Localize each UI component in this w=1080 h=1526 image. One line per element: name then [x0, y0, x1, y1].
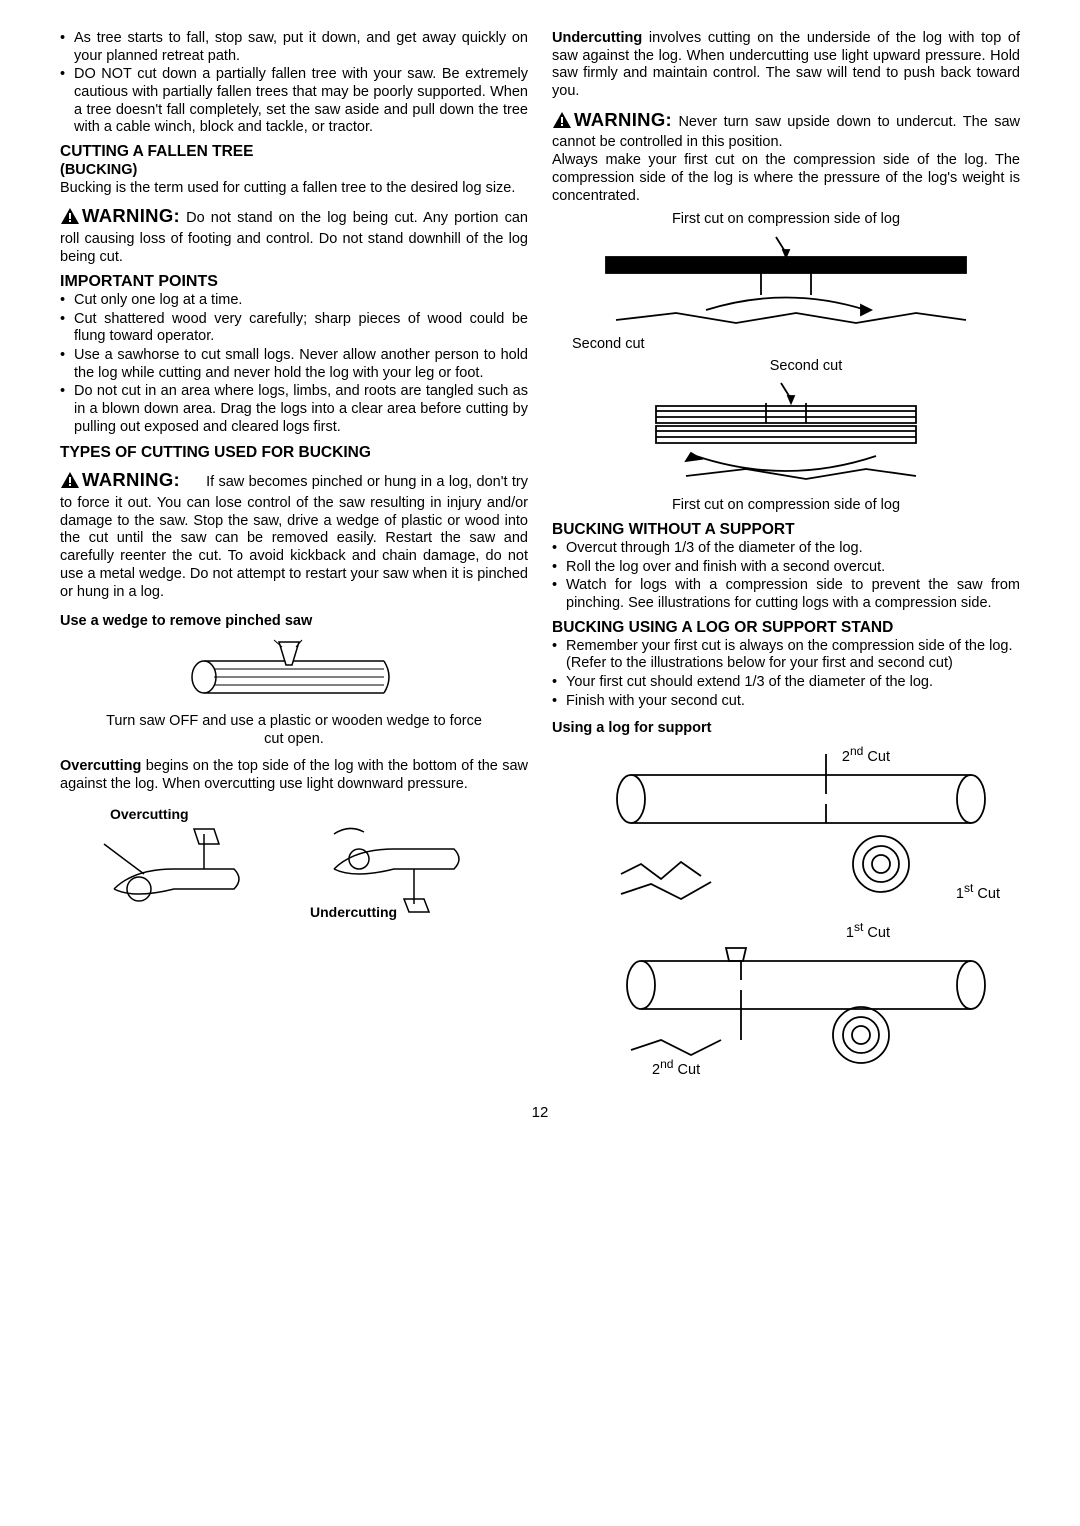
warning-do-not-stand: WARNING: Do not stand on the log being c… [60, 205, 528, 266]
label-overcutting: Overcutting [110, 806, 189, 823]
warning-label: WARNING: [82, 469, 180, 490]
undercutting-para: Undercutting involves cutting on the und… [552, 30, 1020, 101]
heading-types: TYPES OF CUTTING USED FOR BUCKING [60, 444, 528, 463]
page-number: 12 [60, 1104, 1020, 1121]
fig-wedge-title: Use a wedge to remove pinched saw [60, 613, 528, 631]
bullets-tree-fall: As tree starts to fall, stop saw, put it… [60, 30, 528, 137]
fig-wedge [60, 637, 528, 707]
heading-cutting-fallen: CUTTING A FALLEN TREE [60, 143, 528, 162]
fig-compression-2 [552, 381, 1020, 491]
undercutting-bold: Undercutting [552, 30, 642, 46]
overcutting-para: Overcutting begins on the top side of th… [60, 758, 528, 793]
label-2nd-cut-bottom: 2nd Cut [652, 1057, 700, 1080]
overcutting-bold: Overcutting [60, 758, 141, 774]
list-item: Cut only one log at a time. [60, 292, 528, 310]
list-item: Finish with your second cut. [552, 693, 1020, 711]
warning-pinched: WARNING: If saw becomes pinched or hung … [60, 469, 528, 601]
label-1st-cut-bottom: 1st Cut [956, 881, 1000, 904]
warning-icon [552, 111, 572, 135]
fig-log-support-2: 1st Cut 2nd Cut [552, 920, 1020, 1080]
list-item: Use a sawhorse to cut small logs. Never … [60, 347, 528, 382]
label-1st-cut-top: 1st Cut [846, 920, 890, 943]
warning-icon [60, 471, 80, 495]
warning-upside-down: WARNING: Never turn saw upside down to u… [552, 109, 1020, 152]
list-item: As tree starts to fall, stop saw, put it… [60, 30, 528, 65]
bullets-important: Cut only one log at a time. Cut shattere… [60, 292, 528, 437]
warning-compression: Always make your first cut on the compre… [552, 152, 1020, 205]
list-item: Watch for logs with a compression side t… [552, 577, 1020, 612]
list-item: DO NOT cut down a partially fallen tree … [60, 66, 528, 137]
heading-without-support: BUCKING WITHOUT A SUPPORT [552, 521, 1020, 540]
label-undercutting: Undercutting [310, 904, 397, 921]
fig3-label-mid: Second cut [572, 336, 1020, 354]
list-item: Do not cut in an area where logs, limbs,… [60, 383, 528, 436]
list-item: Your first cut should extend 1/3 of the … [552, 674, 1020, 692]
fig5-title: Using a log for support [552, 720, 1020, 738]
bullets-without-support: Overcut through 1/3 of the diameter of t… [552, 540, 1020, 613]
left-column: As tree starts to fall, stop saw, put it… [60, 30, 528, 1086]
fig-over-under: Overcutting Undercutting [60, 804, 528, 924]
heading-important-points: IMPORTANT POINTS [60, 272, 528, 292]
label-2nd-cut-top: 2nd Cut [842, 744, 890, 767]
right-column: Undercutting involves cutting on the und… [552, 30, 1020, 1086]
list-item: Cut shattered wood very carefully; sharp… [60, 311, 528, 346]
bucking-intro: Bucking is the term used for cutting a f… [60, 180, 528, 198]
warning-label: WARNING: [82, 205, 180, 226]
fig4-label-top: Second cut [592, 358, 1020, 376]
heading-bucking: (BUCKING) [60, 162, 528, 180]
fig4-label-bottom: First cut on compression side of log [552, 497, 1020, 515]
fig-wedge-caption: Turn saw OFF and use a plastic or wooden… [60, 713, 528, 748]
heading-using-support: BUCKING USING A LOG OR SUPPORT STAND [552, 619, 1020, 638]
warning-label: WARNING: [574, 109, 672, 130]
fig-compression-1 [552, 235, 1020, 330]
fig-log-support-1: 2nd Cut 1st Cut [552, 744, 1020, 914]
warning-icon [60, 207, 80, 231]
list-item: Remember your first cut is always on the… [552, 638, 1020, 673]
warning-text: If saw becomes pinched or hung in a log,… [60, 474, 528, 599]
list-item: Roll the log over and finish with a seco… [552, 559, 1020, 577]
list-item: Overcut through 1/3 of the diameter of t… [552, 540, 1020, 558]
fig3-label-top: First cut on compression side of log [552, 211, 1020, 229]
bullets-using-support: Remember your first cut is always on the… [552, 638, 1020, 711]
